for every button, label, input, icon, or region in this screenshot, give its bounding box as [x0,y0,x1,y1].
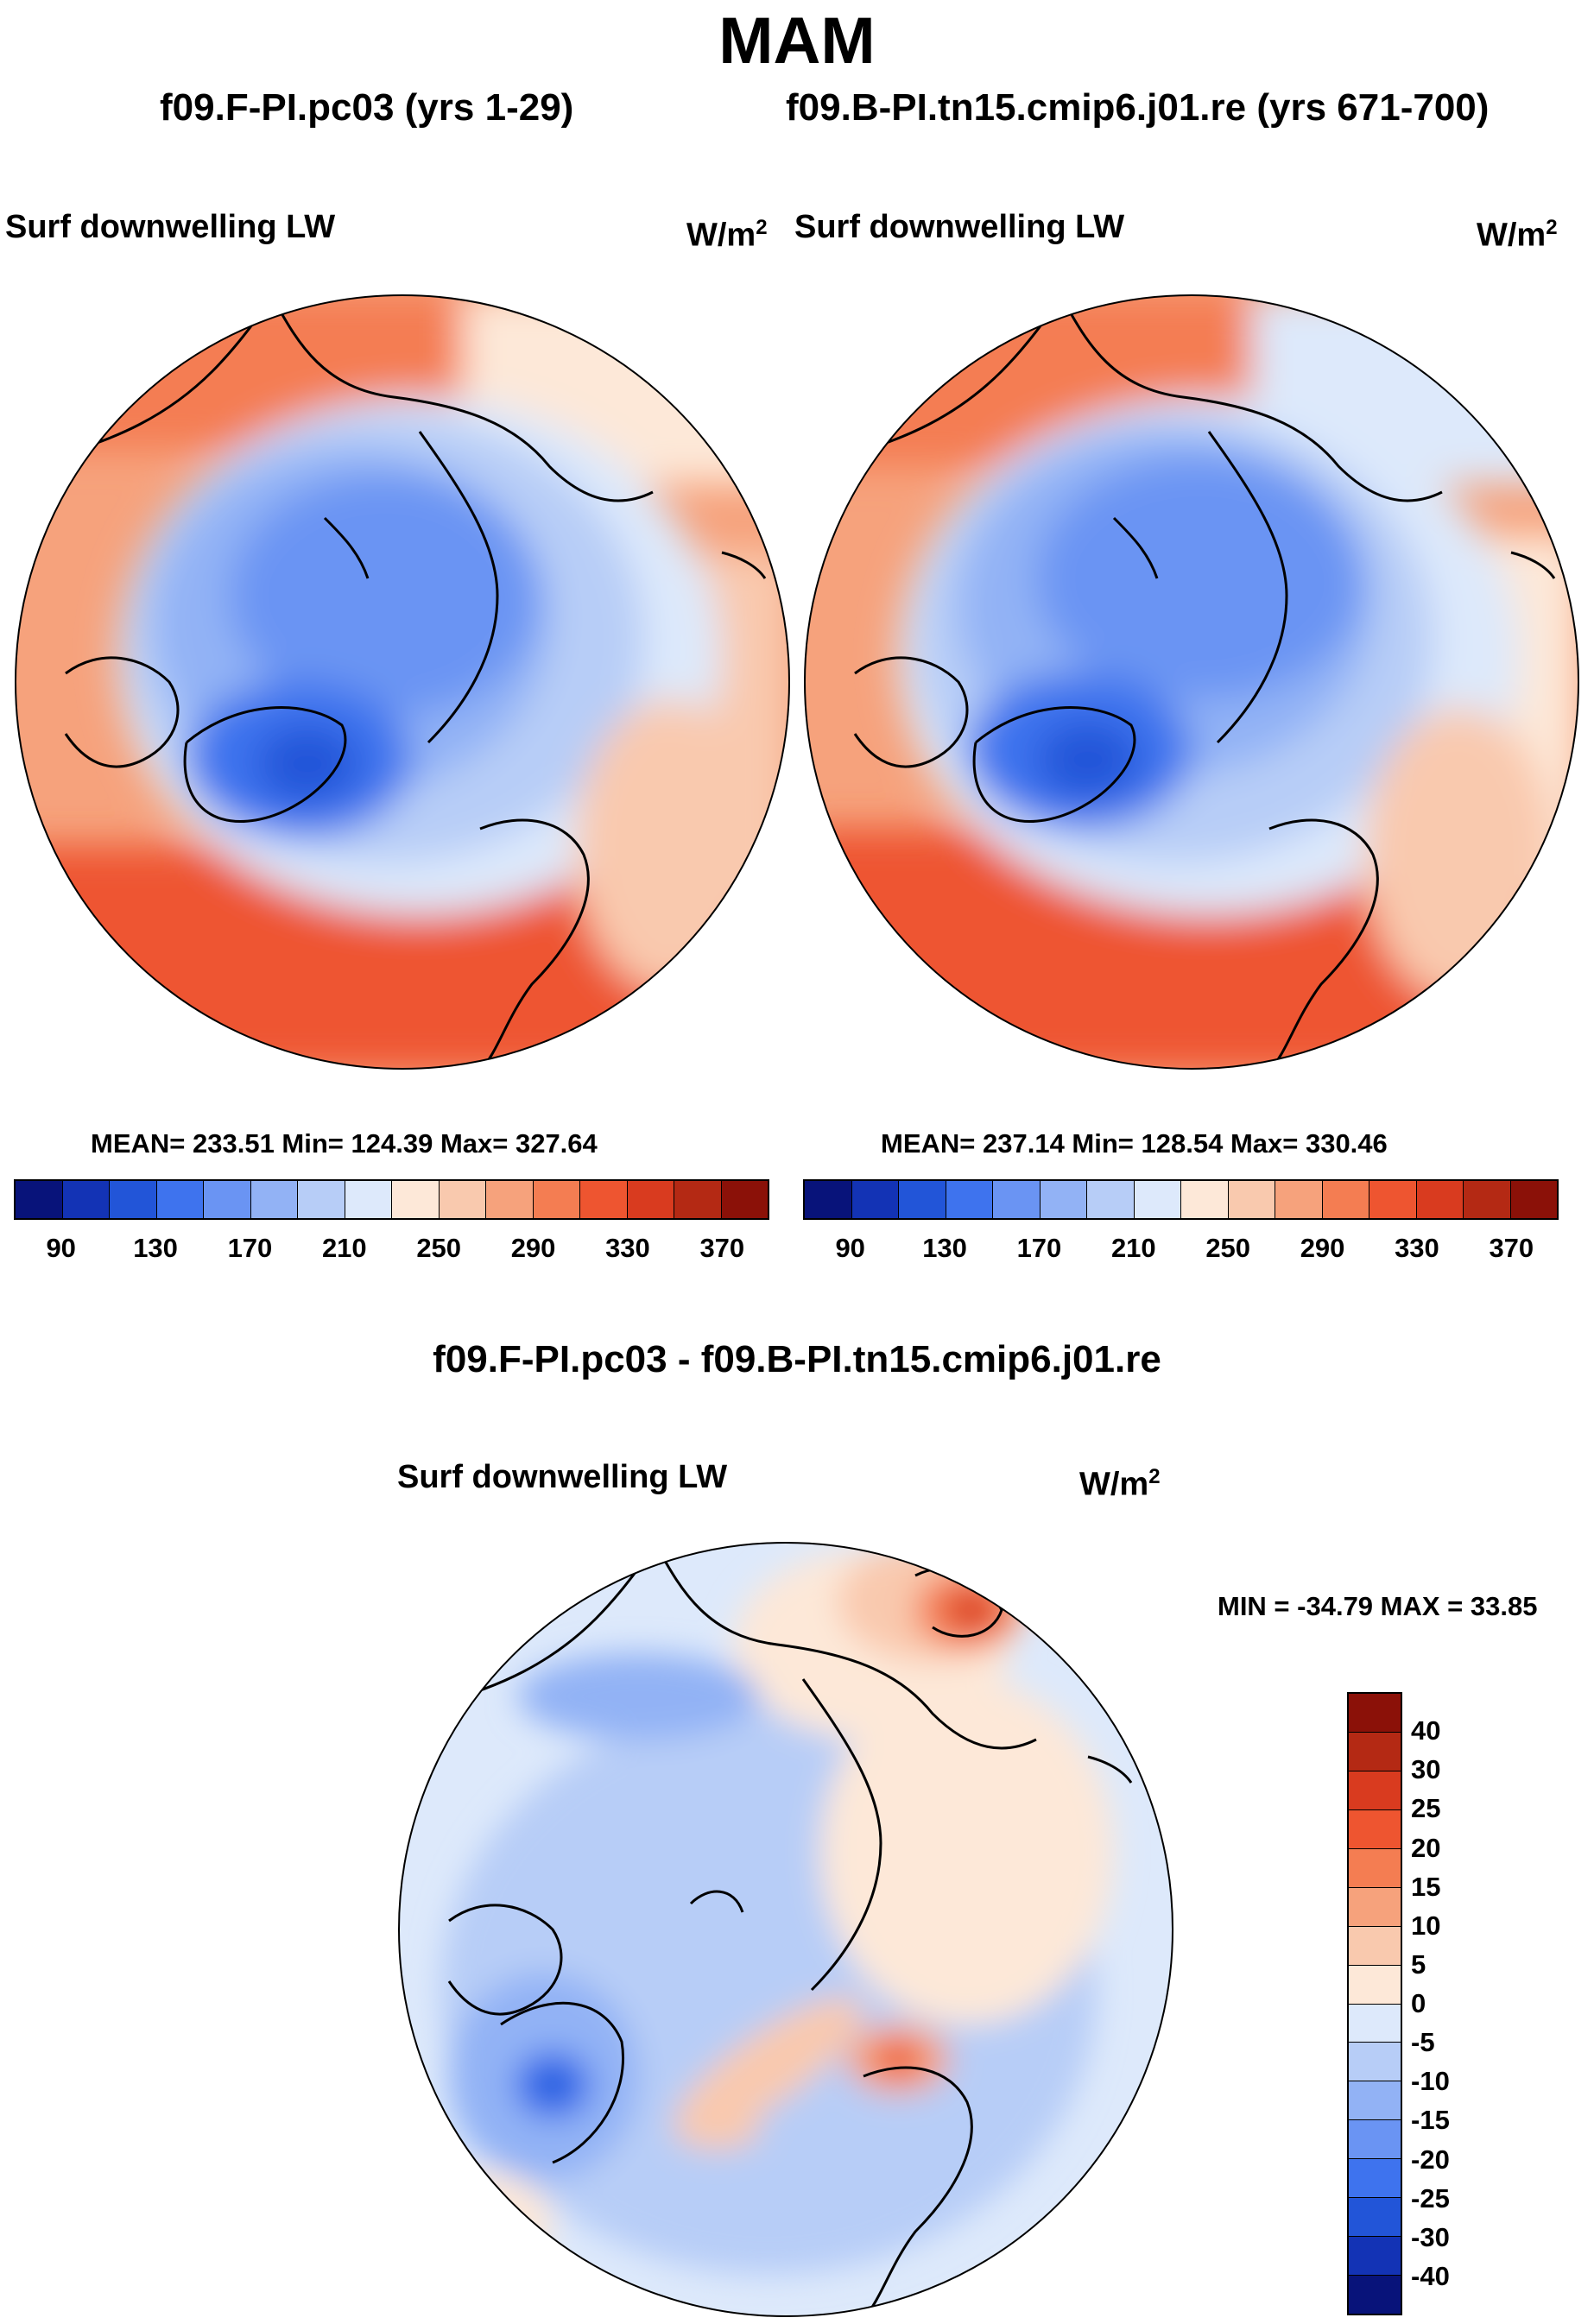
panel1-colorbar-swatch [627,1181,674,1218]
panel2-colorbar-swatch [805,1181,852,1218]
panel1-colorbar-swatch [16,1181,63,1218]
diff-colorbar-swatch [1349,1694,1401,1733]
panel1-colorbar-swatch [345,1181,392,1218]
diff-colorbar-swatch [1349,1926,1401,1966]
panel2-colorbar-swatch [1464,1181,1511,1218]
panel2-colorbar-swatch [899,1181,946,1218]
diff-colorbar-tick-label: 10 [1411,1910,1441,1941]
panel1-variable-label: Surf downwelling LW [5,209,336,245]
diff-colorbar-tick-label: -15 [1411,2105,1450,2136]
panel1-colorbar-swatch [298,1181,345,1218]
panel2-stats: MEAN= 237.14 Min= 128.54 Max= 330.46 [881,1128,1388,1159]
diff-colorbar-swatch [1349,1848,1401,1888]
panel1-colorbar-tick-label: 370 [699,1233,745,1263]
panel2-colorbar-swatch [993,1181,1041,1218]
diff-colorbar-tick-label: 40 [1411,1715,1441,1746]
panel2-colorbar-tick-label: 370 [1489,1233,1534,1263]
panel1-case-title: f09.F-PI.pc03 (yrs 1-29) [160,86,574,129]
diff-colorbar-swatch [1349,1887,1401,1927]
panel2-colorbar-tick-label: 330 [1395,1233,1439,1263]
diff-polar-map [398,1542,1173,2317]
diff-colorbar-swatch [1349,1771,1401,1810]
diff-colorbar-tick-label: -10 [1411,2066,1450,2097]
diff-colorbar-swatch [1349,2043,1401,2082]
diff-title: f09.F-PI.pc03 - f09.B-PI.tn15.cmip6.j01.… [433,1338,1161,1380]
panel1-colorbar-tick-label: 90 [46,1233,76,1263]
diff-colorbar-tick-label: -30 [1411,2221,1450,2252]
panel2-colorbar-tick-label: 290 [1300,1233,1345,1263]
panel1-colorbar-swatch [250,1181,298,1218]
diff-colorbar-tick-label: 15 [1411,1871,1441,1902]
diff-colorbar-swatch [1349,2198,1401,2238]
diff-colorbar-swatch [1349,2237,1401,2277]
panel2-colorbar-swatch [1369,1181,1417,1218]
panel2-colorbar-swatch [1040,1181,1087,1218]
diff-colorbar-tick-label: -40 [1411,2260,1450,2291]
panel1-colorbar-swatch [674,1181,722,1218]
diff-colorbar-tick-label: 5 [1411,1948,1426,1980]
panel2-colorbar-swatch [1228,1181,1275,1218]
panel2-colorbar-tick-label: 210 [1110,1233,1156,1263]
panel2-colorbar [803,1179,1559,1220]
panel1-colorbar-tick-label: 250 [416,1233,462,1263]
panel2-colorbar-tick-label: 130 [922,1233,967,1263]
panel2-colorbar-swatch [1134,1181,1181,1218]
diff-colorbar-swatch [1349,1965,1401,2005]
panel1-colorbar-tick-label: 210 [321,1233,367,1263]
panel1-colorbar-swatch [204,1181,251,1218]
panel1-stats: MEAN= 233.51 Min= 124.39 Max= 327.64 [91,1128,598,1159]
panel2-colorbar-swatch [1087,1181,1135,1218]
panel2-colorbar-tick-label: 250 [1205,1233,1251,1263]
diff-colorbar-swatch [1349,2081,1401,2121]
diff-colorbar [1347,1692,1402,2315]
diff-colorbar-swatch [1349,2276,1401,2314]
diff-colorbar-swatch [1349,2120,1401,2160]
panel2-colorbar-swatch [1416,1181,1464,1218]
diff-colorbar-swatch [1349,1809,1401,1849]
panel1-colorbar [14,1179,769,1220]
panel2-colorbar-swatch [946,1181,993,1218]
panel1-colorbar-swatch [486,1181,534,1218]
diff-units: W/m2 [1079,1465,1161,1503]
panel2-units: W/m2 [1477,216,1558,254]
panel1-colorbar-swatch [580,1181,628,1218]
diff-colorbar-tick-label: 30 [1411,1754,1441,1785]
diff-colorbar-swatch [1349,1732,1401,1771]
panel1-colorbar-tick-label: 290 [510,1233,556,1263]
panel2-colorbar-swatch [1322,1181,1369,1218]
panel1-colorbar-swatch [533,1181,580,1218]
panel1-polar-map [15,294,790,1070]
panel2-colorbar-swatch [851,1181,899,1218]
panel2-colorbar-swatch [1275,1181,1323,1218]
panel1-colorbar-tick-label: 130 [133,1233,178,1263]
diff-colorbar-swatch [1349,2159,1401,2199]
panel1-colorbar-tick-label: 330 [605,1233,650,1263]
panel1-units: W/m2 [686,216,768,254]
panel1-colorbar-swatch [156,1181,204,1218]
diff-colorbar-tick-label: -25 [1411,2182,1450,2213]
diff-stats: MIN = -34.79 MAX = 33.85 [1218,1591,1538,1621]
panel1-colorbar-swatch [439,1181,486,1218]
panel1-colorbar-swatch [110,1181,157,1218]
diff-variable-label: Surf downwelling LW [397,1459,728,1495]
panel2-colorbar-swatch [1181,1181,1229,1218]
diff-colorbar-tick-label: 20 [1411,1832,1441,1863]
panel2-variable-label: Surf downwelling LW [794,209,1125,245]
diff-colorbar-swatch [1349,2004,1401,2043]
diff-colorbar-tick-label: -5 [1411,2027,1435,2058]
panel2-polar-map [804,294,1579,1070]
season-title: MAM [718,4,876,78]
diff-colorbar-tick-label: -20 [1411,2144,1450,2175]
panel2-colorbar-tick-label: 170 [1016,1233,1062,1263]
panel1-colorbar-swatch [721,1181,768,1218]
panel1-colorbar-swatch [62,1181,110,1218]
panel1-colorbar-tick-label: 170 [227,1233,273,1263]
panel2-colorbar-tick-label: 90 [835,1233,865,1263]
panel1-colorbar-swatch [392,1181,440,1218]
panel2-colorbar-swatch [1510,1181,1557,1218]
panel2-case-title: f09.B-PI.tn15.cmip6.j01.re (yrs 671-700) [786,86,1490,129]
diff-colorbar-tick-label: 25 [1411,1793,1441,1824]
diff-colorbar-tick-label: 0 [1411,1988,1426,2018]
